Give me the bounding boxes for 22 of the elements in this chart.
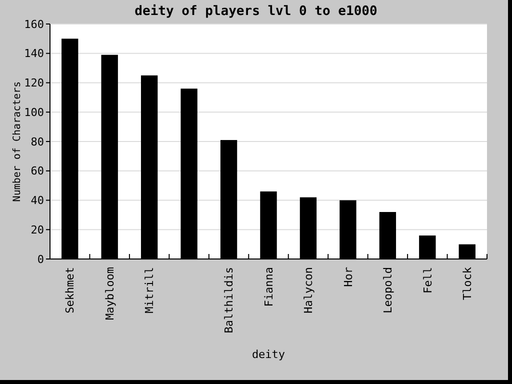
x-tick-label: Halycon: [302, 267, 316, 314]
y-axis-title: Number of Characters: [12, 81, 23, 202]
chart-title: deity of players lvl 0 to e1000: [134, 4, 378, 19]
x-tick-label: Mitrill: [143, 267, 156, 314]
y-tick-label: 120: [24, 76, 44, 90]
y-tick-label: 20: [30, 223, 44, 236]
x-tick-label: Hor: [342, 266, 355, 287]
x-tick-label: Tlock: [460, 266, 474, 300]
x-tick-label: Fell: [421, 267, 434, 294]
y-tick-label: 40: [30, 194, 44, 208]
x-tick-label: Balthildis: [222, 267, 236, 334]
y-tick-label: 160: [24, 18, 44, 31]
x-tick-label: Maybloom: [103, 266, 116, 320]
y-tick-label: 100: [24, 106, 44, 119]
y-tick-label: 80: [30, 135, 44, 148]
y-tick-label: 0: [37, 252, 44, 266]
x-tick-label: Leopold: [382, 267, 395, 314]
x-tick-label: Fianna: [262, 267, 276, 307]
x-tick-label: Sekhmet: [64, 267, 77, 314]
x-axis-title: deity: [252, 348, 286, 361]
y-tick-label: 60: [30, 164, 44, 178]
y-tick-label: 140: [24, 47, 44, 60]
